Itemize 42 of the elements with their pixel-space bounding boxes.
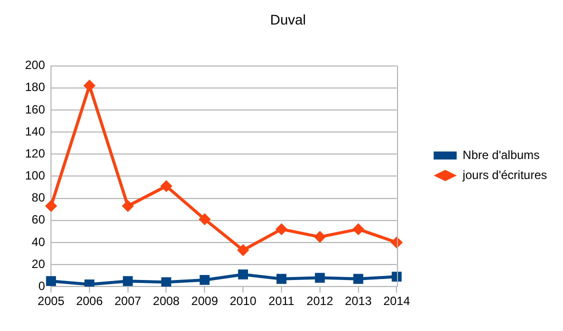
legend-label: jours d'écritures (462, 168, 548, 182)
point (160, 180, 172, 192)
point (275, 223, 288, 236)
x-tick-label: 2012 (306, 294, 334, 308)
x-tick-label: 2006 (76, 294, 104, 308)
chart-title: Duval (270, 11, 306, 28)
point (314, 272, 325, 283)
x-tick-label: 2005 (38, 294, 65, 308)
x-tick-label: 2007 (114, 294, 142, 308)
point (352, 223, 364, 236)
point (122, 276, 133, 286)
point (45, 200, 58, 212)
legend-label: Nbre d'albums (462, 148, 540, 162)
y-tick-label: 120 (24, 146, 46, 160)
y-tick-label: 100 (24, 168, 46, 183)
point (200, 275, 210, 285)
point (46, 276, 56, 286)
x-tick-label: 2010 (230, 294, 257, 308)
point (237, 244, 250, 256)
y-tick-label: 200 (24, 58, 46, 72)
point (198, 213, 211, 226)
point (83, 80, 96, 92)
y-tick-label: 0 (38, 278, 46, 293)
point (353, 274, 364, 284)
y-tick-label: 20 (32, 256, 46, 271)
y-tick-label: 180 (24, 80, 46, 94)
y-tick-label: 80 (32, 190, 46, 205)
point (392, 272, 402, 282)
x-tick-label: 2013 (344, 294, 372, 308)
x-tick-label: 2008 (152, 294, 180, 308)
point (161, 277, 172, 287)
point (238, 270, 248, 280)
point (314, 230, 326, 243)
x-tick-label: 2014 (383, 294, 410, 308)
y-tick-label: 40 (32, 234, 46, 249)
point (276, 274, 286, 284)
y-tick-label: 140 (24, 124, 46, 138)
point (122, 200, 134, 212)
x-tick-label: 2011 (268, 294, 295, 308)
y-tick-label: 160 (24, 102, 46, 116)
x-tick-label: 2009 (191, 294, 218, 308)
y-tick-label: 60 (32, 212, 46, 227)
